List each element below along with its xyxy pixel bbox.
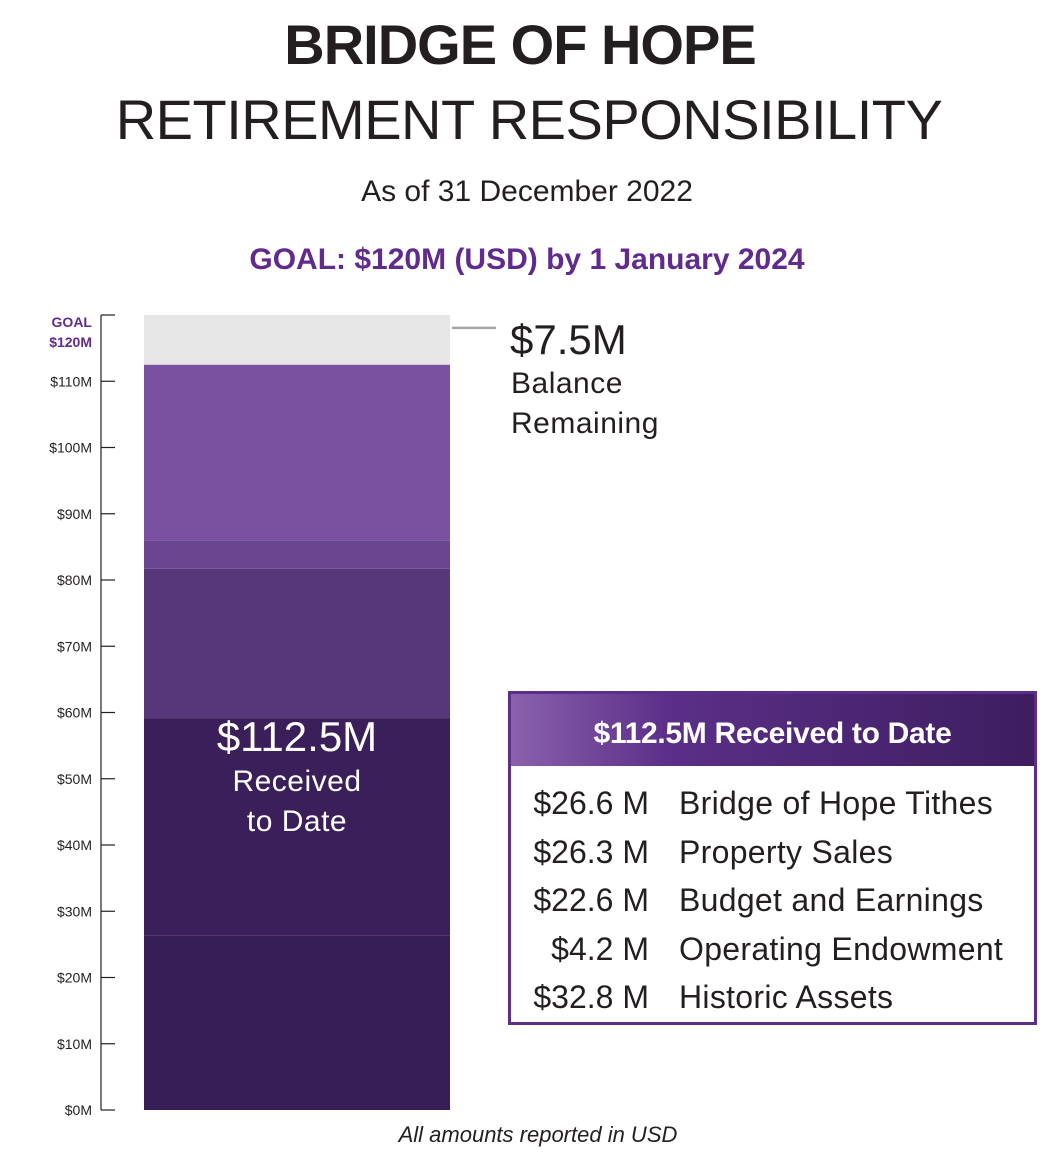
balance-remaining-label: Balance Remaining — [511, 367, 659, 440]
breakdown-label: Historic Assets — [679, 979, 894, 1015]
page-title: BRIDGE OF HOPE — [284, 13, 756, 76]
breakdown-amount: $4.2 M — [551, 930, 649, 967]
y-tick-label: $80M — [57, 572, 92, 588]
y-axis: $0M $10M $20M $30M $40M $50M $60M $70M $80M $90M $… — [49, 314, 115, 1118]
breakdown-label: Operating Endowment — [679, 930, 1004, 967]
breakdown-header: $112.5M Received to Date — [511, 694, 1034, 766]
balance-remaining-value: $7.5M — [510, 316, 627, 363]
as-of-date: As of 31 December 2022 — [361, 175, 693, 208]
breakdown-row: $26.3 M Property Sales — [511, 828, 1034, 877]
bar-segment-property-sales — [144, 935, 450, 1110]
y-tick-label: $0M — [65, 1102, 92, 1118]
breakdown-label: Budget and Earnings — [679, 882, 984, 918]
received-breakdown-panel: $112.5M Received to Date $26.6 M Bridge o… — [508, 691, 1037, 1025]
breakdown-amount: $26.3 M — [533, 833, 649, 870]
breakdown-amount: $32.8 M — [533, 979, 649, 1015]
y-tick-label: $60M — [57, 705, 92, 721]
y-tick-label: $40M — [57, 837, 92, 853]
received-total-label: Received to Date — [232, 765, 362, 838]
bar-segment-bridge-of-hope-tithes — [144, 364, 450, 541]
breakdown-list: $26.6 M Bridge of Hope Tithes $26.3 M Prop… — [511, 766, 1034, 1022]
received-total-value: $112.5M — [216, 713, 378, 760]
y-tick-label: $30M — [57, 903, 92, 919]
y-tick-label: $110M — [50, 373, 92, 389]
breakdown-label: Bridge of Hope Tithes — [679, 785, 994, 821]
breakdown-row: $22.6 M Budget and Earnings — [511, 876, 1034, 925]
breakdown-row: $4.2 M Operating Endowment — [511, 925, 1034, 974]
breakdown-row: $32.8 M Historic Assets — [511, 973, 1034, 1022]
bar-segments — [144, 315, 450, 1110]
goal-tick-label: GOAL — [52, 314, 93, 330]
y-tick-label: $70M — [57, 638, 92, 654]
breakdown-amount: $22.6 M — [533, 882, 649, 918]
footnote: All amounts reported in USD — [398, 1122, 678, 1147]
bar-segment-operating-endowment — [144, 540, 450, 569]
breakdown-amount: $26.6 M — [533, 785, 649, 821]
breakdown-label: Property Sales — [679, 833, 894, 870]
y-tick-label: $20M — [57, 970, 92, 986]
goal-statement: GOAL: $120M (USD) by 1 January 2024 — [249, 243, 805, 276]
bar-segment-budget-and-earnings — [144, 568, 450, 719]
page-subtitle: RETIREMENT RESPONSIBILITY — [115, 88, 943, 151]
bar-segment-historic-assets — [144, 718, 450, 936]
goal-tick-label: $120M — [49, 334, 92, 350]
received-to-date-overlay: $112.5M Received to Date — [144, 712, 450, 842]
bar-segment-balance-remaining — [144, 315, 450, 365]
breakdown-row: $26.6 M Bridge of Hope Tithes — [511, 779, 1034, 828]
y-tick-label: $100M — [49, 440, 92, 456]
y-tick-label: $90M — [57, 506, 92, 522]
y-tick-label: $50M — [57, 771, 92, 787]
y-tick-label: $10M — [57, 1036, 92, 1052]
